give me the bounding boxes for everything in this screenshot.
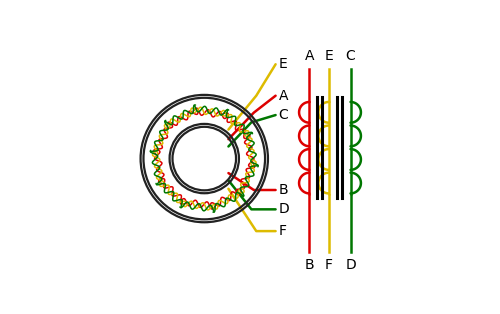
Text: F: F	[278, 224, 286, 238]
Text: F: F	[325, 258, 333, 272]
Text: D: D	[345, 258, 356, 272]
Text: A: A	[304, 49, 314, 63]
Text: B: B	[278, 183, 288, 197]
Text: D: D	[278, 202, 289, 216]
Text: C: C	[278, 108, 288, 122]
Text: E: E	[324, 49, 333, 63]
Text: E: E	[278, 57, 287, 71]
Text: C: C	[346, 49, 356, 63]
Text: B: B	[304, 258, 314, 272]
Text: A: A	[278, 89, 288, 103]
